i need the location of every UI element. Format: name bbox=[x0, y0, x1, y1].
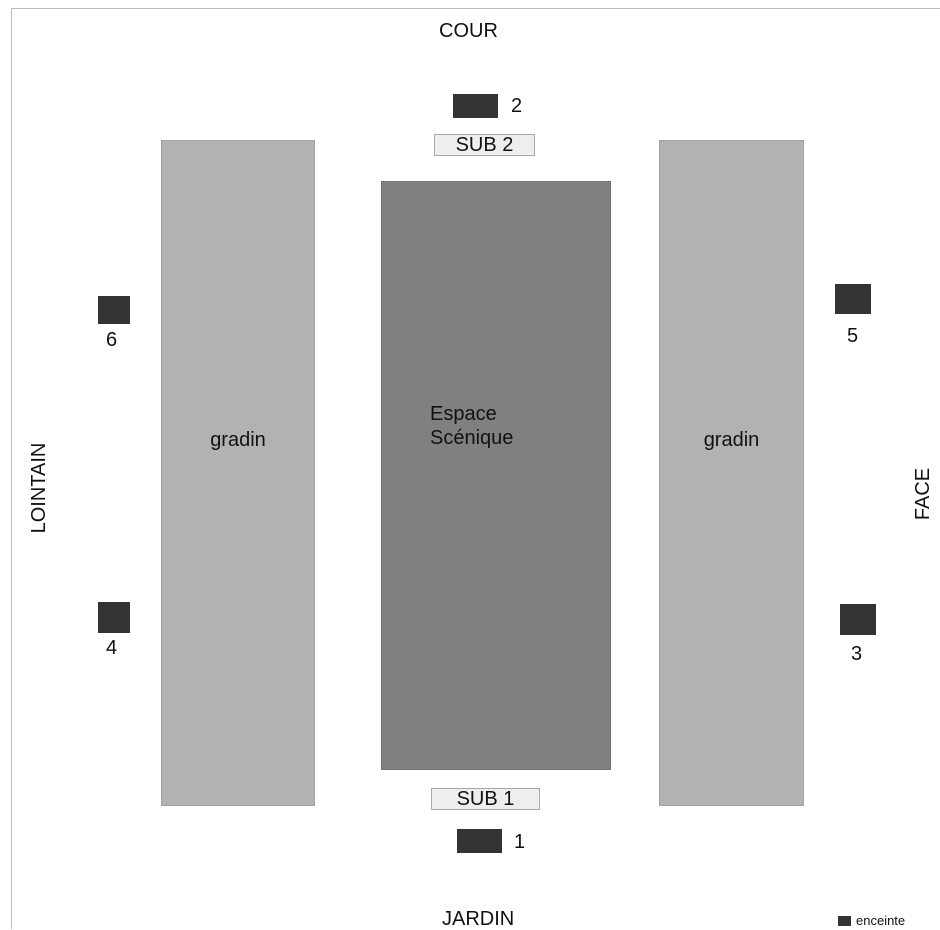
gradin-left-label: gradin bbox=[210, 429, 266, 451]
label-cour: COUR bbox=[439, 20, 498, 42]
speaker-legend-icon bbox=[838, 916, 851, 926]
frame-left-border bbox=[11, 8, 12, 929]
gradin-right: gradin bbox=[659, 140, 804, 806]
speaker-3-icon bbox=[840, 604, 876, 635]
label-jardin: JARDIN bbox=[442, 908, 515, 930]
legend: enceinte bbox=[838, 914, 905, 928]
gradin-right-label: gradin bbox=[703, 429, 760, 451]
speaker-5-icon bbox=[835, 284, 871, 314]
speaker-5-number: 5 bbox=[847, 325, 859, 347]
sub-2: SUB 2 bbox=[434, 134, 535, 156]
sub-1: SUB 1 bbox=[431, 788, 540, 810]
speaker-2-number: 2 bbox=[511, 95, 523, 117]
speaker-1-icon bbox=[457, 829, 502, 853]
speaker-4-number: 4 bbox=[106, 637, 118, 659]
legend-label: enceinte bbox=[856, 913, 906, 928]
stage-label: Espace Scénique bbox=[430, 402, 513, 450]
gradin-left: gradin bbox=[161, 140, 315, 806]
stage-label-line1: Espace bbox=[430, 403, 497, 425]
speaker-4-icon bbox=[98, 602, 130, 633]
espace-scenique: Espace Scénique bbox=[381, 181, 611, 770]
speaker-3-number: 3 bbox=[851, 643, 863, 665]
speaker-6-icon bbox=[98, 296, 130, 324]
frame-top-border bbox=[11, 8, 940, 9]
label-lointain: LOINTAIN bbox=[28, 442, 50, 534]
speaker-6-number: 6 bbox=[106, 329, 118, 351]
stage-label-line2: Scénique bbox=[430, 427, 514, 449]
label-face: FACE bbox=[912, 467, 934, 521]
speaker-2-icon bbox=[453, 94, 498, 118]
speaker-1-number: 1 bbox=[514, 831, 526, 853]
